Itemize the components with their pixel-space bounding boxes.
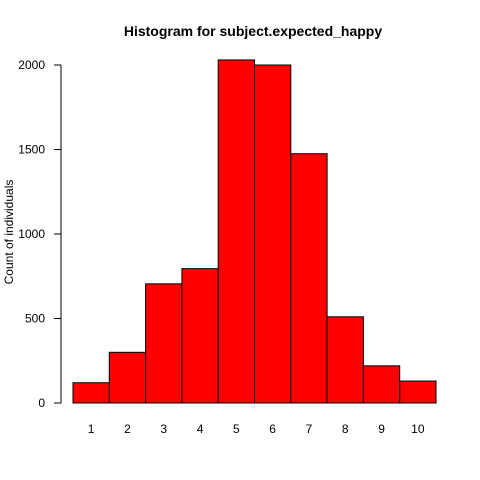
- histogram-bar: [145, 283, 183, 404]
- x-tick-label: 3: [160, 422, 167, 436]
- histogram-bar: [362, 365, 401, 404]
- y-tick-label: 1000: [18, 227, 45, 241]
- histogram-bar: [399, 380, 437, 404]
- chart-title: Histogram for subject.expected_happy: [124, 23, 383, 39]
- histogram-bar: [290, 153, 328, 404]
- histogram-bar: [72, 382, 110, 404]
- x-tick-label: 7: [306, 422, 313, 436]
- histogram-bar: [326, 316, 364, 404]
- y-tick-label: 500: [25, 312, 45, 326]
- histogram-bar: [217, 59, 255, 404]
- y-tick-label: 1500: [18, 143, 45, 157]
- y-tick-label: 0: [38, 396, 45, 410]
- x-tick-label: 4: [197, 422, 204, 436]
- y-tick-label: 2000: [18, 58, 45, 72]
- histogram-bar: [254, 64, 292, 404]
- y-axis-label: Count of individuals: [2, 180, 16, 285]
- x-tick-label: 2: [124, 422, 131, 436]
- histogram-bar: [181, 268, 219, 404]
- x-tick-label: 1: [88, 422, 95, 436]
- x-tick-label: 8: [342, 422, 349, 436]
- x-tick-label: 5: [233, 422, 240, 436]
- x-tick-labels: 1 2 3 4 5 6 7 8 9 10: [88, 422, 425, 436]
- x-tick-label: 9: [378, 422, 385, 436]
- x-tick-label: 10: [411, 422, 425, 436]
- x-tick-label: 6: [269, 422, 276, 436]
- bars-group: [72, 59, 437, 404]
- histogram-bar: [108, 351, 147, 404]
- y-axis: 0 500 1000 1500 2000: [18, 58, 62, 410]
